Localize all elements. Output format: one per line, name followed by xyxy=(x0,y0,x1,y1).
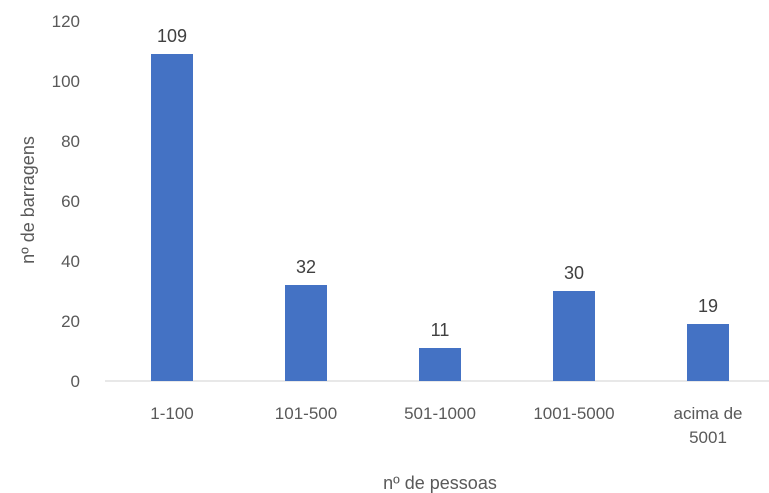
x-tick-label: 501-1000 xyxy=(404,404,476,423)
data-labels: 109 32 11 30 19 xyxy=(157,26,718,340)
x-tick-label: 1-100 xyxy=(150,404,193,423)
bar xyxy=(419,348,461,381)
x-axis-ticks: 1-100 101-500 501-1000 1001-5000 acima de 500… xyxy=(150,404,742,447)
y-tick-label: 120 xyxy=(52,12,80,31)
data-label: 30 xyxy=(564,263,584,283)
y-axis-title: nº de barragens xyxy=(18,136,38,264)
y-tick-label: 60 xyxy=(61,192,80,211)
bar xyxy=(151,54,193,381)
x-tick-label: 101-500 xyxy=(275,404,337,423)
data-label: 11 xyxy=(431,320,450,340)
y-tick-label: 20 xyxy=(61,312,80,331)
bar xyxy=(687,324,729,381)
bar xyxy=(285,285,327,381)
y-tick-label: 100 xyxy=(52,72,80,91)
x-axis-title: nº de pessoas xyxy=(383,473,497,493)
bar xyxy=(553,291,595,381)
y-tick-label: 0 xyxy=(71,372,80,391)
data-label: 32 xyxy=(296,257,316,277)
y-tick-label: 40 xyxy=(61,252,80,271)
data-label: 109 xyxy=(157,26,187,46)
x-tick-label: acima de 5001 xyxy=(674,404,743,447)
x-tick-label: 1001-5000 xyxy=(533,404,614,423)
data-label: 19 xyxy=(698,296,718,316)
bars xyxy=(151,54,729,381)
y-axis-ticks: 0 20 40 60 80 100 120 xyxy=(52,12,80,391)
y-tick-label: 80 xyxy=(61,132,80,151)
